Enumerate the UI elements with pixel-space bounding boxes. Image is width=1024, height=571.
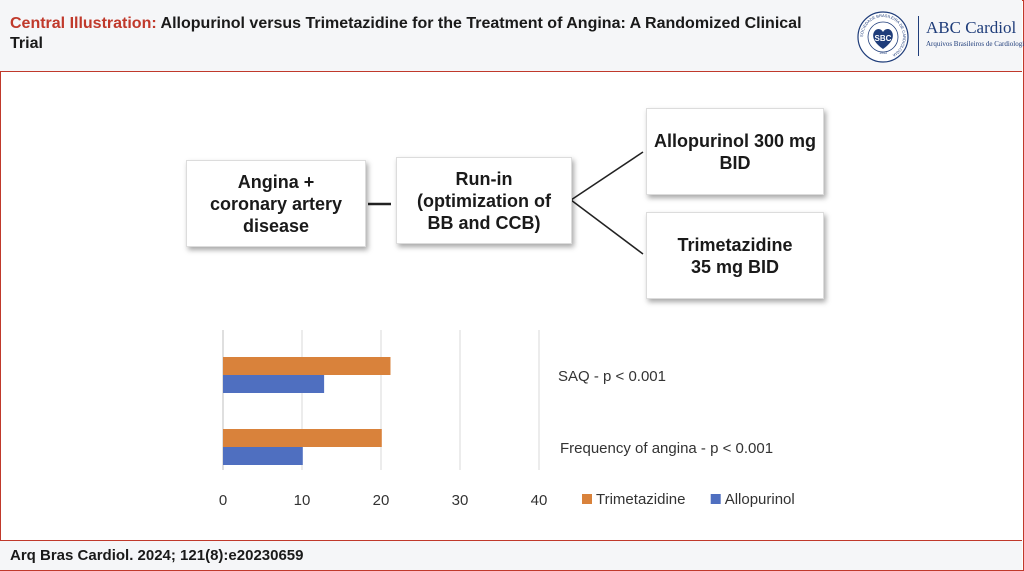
bar-trimetazidine-1 (223, 357, 391, 375)
category-label: Frequency of angina - p < 0.001 (560, 440, 773, 457)
title-text: Allopurinol versus Trimetazidine for the… (10, 15, 802, 52)
branch-line-bottom (570, 199, 644, 255)
box-allopurinol-label: Allopurinol 300 mg BID (653, 130, 817, 173)
box-angina-cad-label: Angina + coronary artery disease (209, 171, 343, 236)
x-tick-label: 30 (452, 492, 469, 509)
title-prefix: Central Illustration: (10, 15, 157, 32)
page-title: Central Illustration: Allopurinol versus… (10, 14, 830, 54)
x-tick-label: 0 (219, 492, 227, 509)
x-tick-label: 10 (294, 492, 311, 509)
category-label: SAQ - p < 0.001 (558, 368, 666, 385)
seal-badge-text: SBC (875, 34, 892, 43)
seal-year-text: 1943 (879, 51, 887, 55)
bar-allopurinol-1 (223, 375, 325, 393)
bar-allopurinol-2 (223, 447, 303, 465)
logo-divider (918, 16, 919, 56)
box-trimetazidine-label: Trimetazidine 35 mg BID (677, 234, 793, 277)
logo: SOCIEDADE BRASILEIRA DE CARDIOLOGIA SBC … (856, 10, 1024, 63)
bar-chart: 0 10 20 30 40 SAQ - p < 0.001 Frequency of ang… (219, 330, 795, 509)
bar-trimetazidine-2 (223, 429, 382, 447)
sbc-seal-icon: SOCIEDADE BRASILEIRA DE CARDIOLOGIA SBC … (857, 11, 909, 63)
legend-label: Trimetazidine (596, 491, 685, 508)
box-trimetazidine: Trimetazidine 35 mg BID (646, 212, 824, 299)
x-tick-label: 20 (373, 492, 390, 509)
logo-name: ABC Cardiol (926, 18, 1017, 37)
box-allopurinol: Allopurinol 300 mg BID (646, 108, 824, 195)
legend-swatch-allopurinol (710, 494, 721, 504)
header: Central Illustration: Allopurinol versus… (0, 0, 1024, 72)
legend-swatch-trimetazidine (582, 494, 592, 504)
legend-label: Allopurinol (725, 491, 795, 508)
box-angina-cad: Angina + coronary artery disease (186, 160, 366, 247)
x-tick-label: 40 (531, 492, 548, 509)
footer: Arq Bras Cardiol. 2024; 121(8):e20230659 (0, 540, 1022, 570)
logo-subtitle: Arquivos Brasileiros de Cardiologia (926, 40, 1024, 48)
branch-line-top (570, 151, 644, 201)
box-run-in-label: Run-in (optimization of BB and CCB) (417, 168, 551, 233)
citation: Arq Bras Cardiol. 2024; 121(8):e20230659 (10, 547, 304, 564)
box-run-in: Run-in (optimization of BB and CCB) (396, 157, 572, 244)
